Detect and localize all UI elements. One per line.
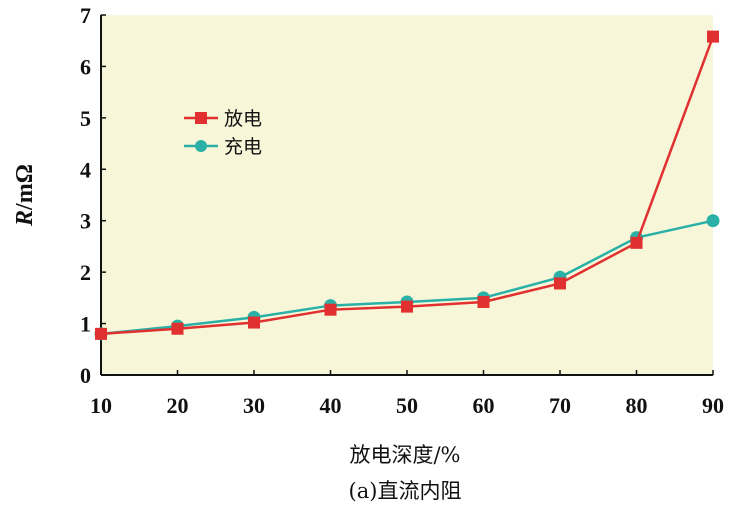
x-tick-label: 80: [626, 393, 648, 418]
legend-label-charge: 充电: [224, 136, 262, 158]
data-point-discharge: [707, 30, 719, 43]
x-tick-label: 40: [320, 393, 342, 418]
x-tick-label: 30: [243, 393, 265, 418]
data-point-discharge: [324, 303, 337, 316]
x-tick-label: 20: [167, 393, 189, 418]
legend-label-discharge: 放电: [224, 108, 262, 130]
y-tick-label: 7: [80, 3, 91, 28]
x-axis-label: 放电深度/%: [349, 443, 460, 467]
data-point-discharge: [477, 295, 490, 308]
data-point-discharge: [554, 277, 566, 290]
y-tick-label: 3: [80, 209, 91, 234]
series-layer: [94, 30, 720, 341]
x-tick-label: 90: [702, 393, 724, 418]
axes: [100, 14, 714, 376]
data-point-discharge: [630, 236, 643, 249]
y-tick-label: 5: [80, 106, 91, 131]
y-tick-label: 2: [80, 260, 91, 285]
x-tick-label: 50: [396, 393, 418, 418]
data-point-discharge: [401, 300, 413, 313]
x-tick-label: 60: [473, 393, 495, 418]
y-tick-label: 0: [80, 363, 91, 388]
data-point-charge: [706, 214, 720, 228]
plot-area: [101, 15, 713, 375]
y-axis-label: R/mΩ: [12, 164, 38, 227]
legend-marker-charge: [195, 140, 207, 152]
chart-caption: (a)直流内阻: [349, 479, 462, 503]
legend-marker-discharge: [195, 112, 207, 124]
data-point-discharge: [171, 322, 184, 335]
y-tick-label: 4: [80, 157, 91, 182]
data-point-discharge: [248, 316, 260, 329]
x-tick-label: 70: [549, 393, 571, 418]
x-tick-label: 10: [90, 393, 112, 418]
data-point-discharge: [95, 327, 107, 340]
y-tick-label: 6: [80, 54, 91, 79]
x-tick-labels: 10 20 30 40 50 60 70 80 90: [90, 393, 724, 418]
y-tick-label: 1: [80, 312, 91, 337]
y-tick-labels: 0 1 2 3 4 5 6 7: [80, 3, 91, 388]
